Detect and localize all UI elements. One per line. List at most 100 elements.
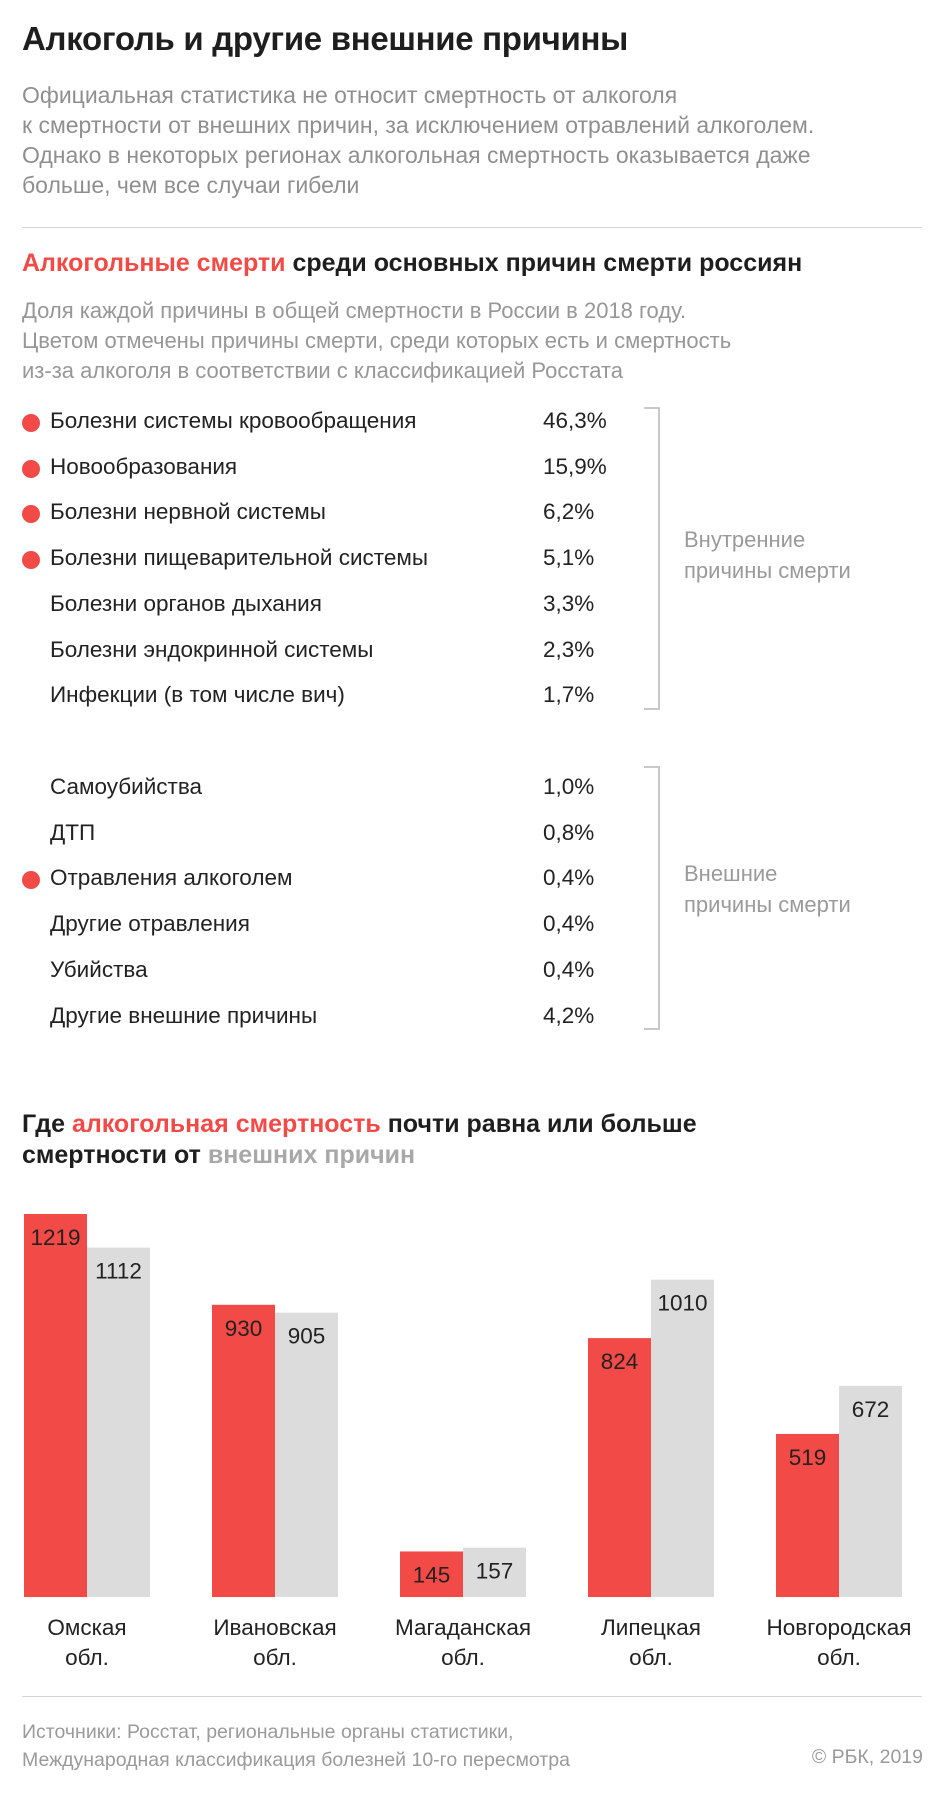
cause-name: Новообразования [50, 453, 238, 479]
bar-value-label: 145 [413, 1562, 451, 1587]
internal-bracket [644, 407, 660, 710]
cause-row: Отравления алкоголем 0,4% [22, 861, 622, 895]
lead-line: Однако в некоторых регионах алкогольная … [22, 142, 811, 168]
alcohol-bar [212, 1304, 275, 1597]
lead-line: больше, чем все случаи гибели [22, 172, 360, 198]
title-part: Где [22, 1110, 72, 1138]
cause-share: 1,7% [543, 682, 595, 708]
category-label: Омская [47, 1615, 126, 1640]
lead-line: к смертности от внешних причин, за исклю… [22, 112, 815, 138]
cause-share: 0,4% [543, 956, 595, 982]
divider [22, 1696, 922, 1697]
alcohol-marker-dot [22, 871, 40, 890]
cause-name: Болезни системы кровообращения [50, 408, 417, 433]
cause-share: 2,3% [543, 636, 595, 662]
cause-row: Самоубийства 1,0% [22, 770, 622, 804]
subtitle-line: из-за алкоголя в соответствии с классифи… [22, 358, 624, 383]
cause-row: Болезни системы кровообращения 46,3% [22, 404, 622, 438]
category-label: обл. [253, 1645, 297, 1670]
section1-title: Алкогольные смерти среди основных причин… [22, 248, 802, 279]
external-causes-label: Внешние причины смерти [684, 858, 851, 920]
external-label-line: Внешние [684, 861, 778, 886]
subtitle-line: Доля каждой причины в общей смертности в… [22, 298, 687, 323]
category-label: обл. [817, 1645, 861, 1670]
cause-name: Инфекции (в том числе вич) [50, 682, 345, 708]
external-label-line: причины смерти [684, 892, 851, 917]
category-label: Ивановская [213, 1615, 336, 1640]
bar-value-label: 157 [476, 1559, 514, 1584]
alcohol-bar [776, 1433, 839, 1597]
bar-value-label: 1219 [30, 1225, 80, 1250]
external-bar [275, 1312, 338, 1597]
external-bar [87, 1247, 150, 1597]
cause-row: Убийства 0,4% [22, 953, 622, 987]
category-label: обл. [629, 1645, 673, 1670]
bar-value-label: 824 [601, 1349, 639, 1374]
external-bracket [644, 766, 660, 1030]
cause-row: Другие отравления 0,4% [22, 907, 622, 941]
cause-share: 3,3% [543, 590, 595, 616]
bar-value-label: 1112 [95, 1259, 142, 1284]
cause-name: Болезни пищеварительной системы [50, 545, 429, 571]
internal-causes-label: Внутренние причины смерти [684, 524, 851, 586]
alcohol-marker-dot [22, 505, 40, 524]
cause-name: Самоубийства [50, 774, 203, 799]
bar-chart: 1219 1112 Омская обл. 930 905 Ивановская обл. 14… [24, 1214, 912, 1670]
title-highlight-grey: внешних причин [207, 1141, 416, 1169]
alcohol-bar [24, 1214, 87, 1597]
category-label: Новгородская [767, 1615, 912, 1640]
alcohol-bar [400, 1551, 463, 1597]
cause-name: Другие отравления [50, 911, 250, 937]
bar-value-label: 930 [225, 1316, 263, 1341]
cause-row: ДТП 0,8% [22, 816, 622, 850]
cause-name: ДТП [50, 819, 96, 845]
title-part: почти равна или больше [380, 1110, 697, 1138]
infographic-title: Алкоголь и другие внешние причины [22, 20, 628, 57]
cause-share: 46,3% [543, 408, 607, 433]
cause-share: 0,4% [543, 865, 595, 891]
external-bar [463, 1547, 526, 1597]
section1-title-highlight: Алкогольные смерти [22, 249, 286, 277]
category-label: обл. [65, 1645, 109, 1670]
cause-share: 5,1% [543, 545, 595, 571]
section2-title-line1: Где алкогольная смертность почти равна и… [22, 1109, 697, 1140]
section1-subtitle: Доля каждой причины в общей смертности в… [22, 296, 922, 386]
cause-row: Инфекции (в том числе вич) 1,7% [22, 678, 622, 712]
alcohol-marker-dot [22, 414, 40, 432]
internal-label-line: Внутренние [684, 527, 806, 552]
cause-row: Новообразования 15,9% [22, 450, 622, 484]
cause-share: 1,0% [543, 774, 595, 799]
bar-value-label: 905 [288, 1324, 326, 1349]
section2-title-line2: смертности от внешних причин [22, 1140, 697, 1171]
bar-value-label: 1010 [657, 1291, 707, 1316]
category-label: Липецкая [601, 1615, 701, 1640]
subtitle-line: Цветом отмечены причины смерти, среди ко… [22, 328, 732, 353]
cause-share: 0,8% [543, 819, 595, 845]
cause-row: Другие внешние причины 4,2% [22, 999, 622, 1033]
alcohol-bar [588, 1338, 651, 1597]
sources-line: Международная классификация болезней 10-… [22, 1749, 570, 1771]
lead-line: Официальная статистика не относит смертн… [22, 82, 678, 108]
cause-share: 4,2% [543, 1002, 595, 1028]
lead-text: Официальная статистика не относит смертн… [22, 80, 922, 200]
bar-value-label: 519 [789, 1445, 827, 1470]
cause-name: Болезни эндокринной системы [50, 636, 374, 662]
cause-share: 6,2% [543, 499, 595, 525]
internal-label-line: причины смерти [684, 558, 851, 583]
cause-name: Отравления алкоголем [50, 865, 293, 891]
sources: Источники: Росстат, региональные органы … [22, 1718, 570, 1774]
section2-title: Где алкогольная смертность почти равна и… [22, 1109, 697, 1171]
cause-row: Болезни эндокринной системы 2,3% [22, 633, 622, 667]
cause-name: Другие внешние причины [50, 1002, 318, 1028]
cause-name: Болезни органов дыхания [50, 590, 322, 616]
section1-title-rest: среди основных причин смерти россиян [285, 249, 803, 277]
category-label: обл. [441, 1645, 485, 1670]
alcohol-marker-dot [22, 551, 40, 570]
bar-value-label: 672 [852, 1397, 890, 1422]
alcohol-marker-dot [22, 459, 40, 478]
cause-row: Болезни органов дыхания 3,3% [22, 587, 622, 621]
title-highlight-red: алкогольная смертность [71, 1110, 381, 1138]
external-bar [839, 1385, 902, 1597]
copyright: © РБК, 2019 [811, 1746, 923, 1768]
title-part: смертности от [22, 1141, 208, 1169]
